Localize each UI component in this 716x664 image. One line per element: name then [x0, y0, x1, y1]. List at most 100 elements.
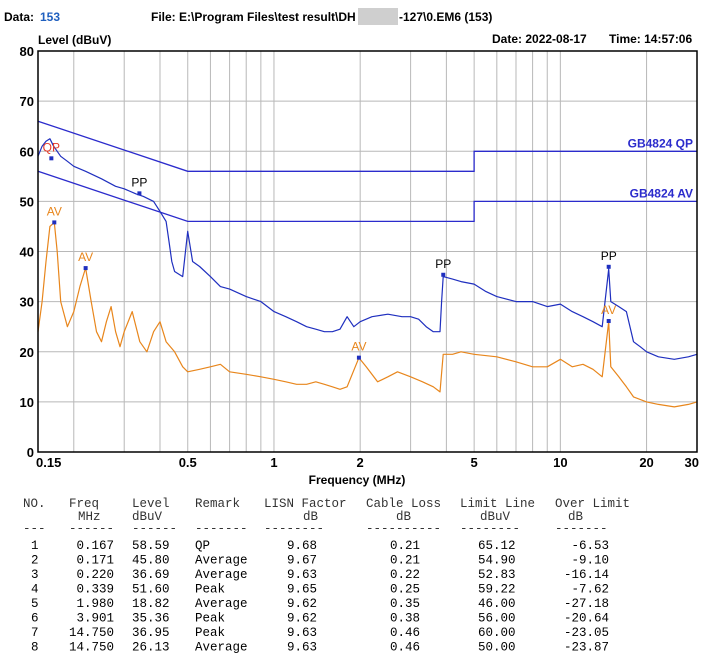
marker-label: PP [601, 249, 617, 263]
markers: QP AV AV PP AV PP PP AV [43, 140, 617, 360]
table-cell: 0.339 [77, 583, 115, 597]
plot-frame [37, 50, 698, 453]
table-cell: 0.46 [390, 626, 420, 640]
marker-label: AV [78, 250, 93, 264]
table-cell: Peak [195, 583, 225, 597]
table-cell: 18.82 [132, 597, 170, 611]
table-cell: -20.64 [564, 612, 609, 626]
table-header-rule: ------- [195, 522, 248, 536]
table-cell: 14.750 [69, 626, 114, 640]
x-tick-label: 20 [639, 455, 653, 470]
table-header-rule: -------- [460, 522, 520, 536]
table-cell: 3 [31, 568, 39, 582]
marker-label: PP [131, 175, 147, 189]
marker-point [83, 266, 88, 271]
table-header: Over Limit [555, 497, 630, 511]
table-cell: 0.171 [77, 554, 115, 568]
marker-label: AV [601, 303, 616, 317]
table-cell: 35.36 [132, 612, 170, 626]
table-cell: 0.35 [390, 597, 420, 611]
table-cell: -6.53 [572, 539, 610, 553]
y-tick-label: 50 [20, 194, 34, 209]
table-header: Freq [69, 497, 99, 511]
marker-point [52, 220, 57, 225]
marker-label: AV [351, 340, 366, 354]
table-cell: 9.62 [287, 597, 317, 611]
limit-line-label: GB4824 QP [628, 136, 693, 150]
plot-border [37, 50, 698, 453]
table-cell: 50.00 [478, 641, 516, 655]
series-line-average [37, 221, 698, 408]
y-tick-label: 0 [27, 445, 34, 460]
table-header-unit: dB [303, 510, 319, 524]
table-cell: -16.14 [564, 568, 609, 582]
x-tick-label: 0.5 [179, 455, 197, 470]
table-cell: 36.69 [132, 568, 170, 582]
marker-label: AV [47, 204, 62, 218]
table-cell: 14.750 [69, 641, 114, 655]
table-header: NO. [23, 497, 46, 511]
limit-lines: GB4824 QP GB4824 AV [37, 120, 697, 223]
x-tick-label: 5 [471, 455, 478, 470]
x-tick-label: 2 [357, 455, 364, 470]
table-cell: 0.22 [390, 568, 420, 582]
table-cell: 65.12 [478, 539, 516, 553]
table-cell: 0.21 [390, 539, 420, 553]
table-cell: 0.25 [390, 583, 420, 597]
x-tick-label: 10 [553, 455, 567, 470]
table-cell: Average [195, 597, 248, 611]
y-tick-label: 60 [20, 144, 34, 159]
redaction-blur [358, 8, 398, 25]
table-cell: 9.63 [287, 641, 317, 655]
marker-point [606, 319, 611, 324]
table-cell: 60.00 [478, 626, 516, 640]
results-table: NO.---FreqMHz------LeveldBuV------Remark… [23, 497, 630, 655]
table-cell: 36.95 [132, 626, 170, 640]
time-text: Time: 14:57:06 [609, 32, 692, 46]
table-cell: 5 [31, 597, 39, 611]
table-cell: 1.980 [77, 597, 115, 611]
table-cell: -9.10 [572, 554, 610, 568]
x-tick-label: 0.15 [36, 455, 61, 470]
date-text: Date: 2022-08-17 [492, 32, 587, 46]
table-cell: 0.21 [390, 554, 420, 568]
table-cell: 46.00 [478, 597, 516, 611]
table-cell: 59.22 [478, 583, 516, 597]
table-cell: Peak [195, 612, 225, 626]
table-cell: 52.83 [478, 568, 516, 582]
table-cell: 8 [31, 641, 39, 655]
table-header-rule: ------ [132, 522, 177, 536]
table-header: Limit Line [460, 497, 535, 511]
data-label: Data: [4, 10, 34, 24]
y-tick-label: 20 [20, 345, 34, 360]
table-cell: 51.60 [132, 583, 170, 597]
marker-point [49, 156, 54, 161]
file-suffix: -127\0.EM6 (153) [399, 10, 492, 24]
limit-line-label: GB4824 AV [630, 186, 693, 200]
table-cell: -7.62 [572, 583, 610, 597]
grid [38, 51, 697, 452]
table-header-rule: ------- [555, 522, 608, 536]
table-header: LISN Factor [264, 497, 347, 511]
table-cell: 0.220 [77, 568, 115, 582]
table-header-rule: ---------- [366, 522, 441, 536]
table-cell: Average [195, 641, 248, 655]
table-header: Level [132, 497, 170, 511]
table-cell: 45.80 [132, 554, 170, 568]
y-tick-label: 40 [20, 245, 34, 260]
table-cell: 9.67 [287, 554, 317, 568]
x-tick-label: 30 [685, 455, 699, 470]
y-axis-label: Level (dBuV) [38, 33, 111, 47]
tick-labels: 0 10 20 30 40 50 60 70 80 0.15 0.5 1 2 5 10 20 30 [20, 44, 699, 470]
table-cell: 9.62 [287, 612, 317, 626]
table-cell: 0.46 [390, 641, 420, 655]
table-cell: 0.167 [77, 539, 115, 553]
table-header-rule: --- [23, 522, 46, 536]
y-tick-label: 30 [20, 295, 34, 310]
table-cell: 9.65 [287, 583, 317, 597]
table-cell: 3.901 [77, 612, 115, 626]
table-header-unit: dBuV [132, 510, 163, 524]
table-header-rule: -------- [264, 522, 324, 536]
marker-label: PP [435, 257, 451, 271]
